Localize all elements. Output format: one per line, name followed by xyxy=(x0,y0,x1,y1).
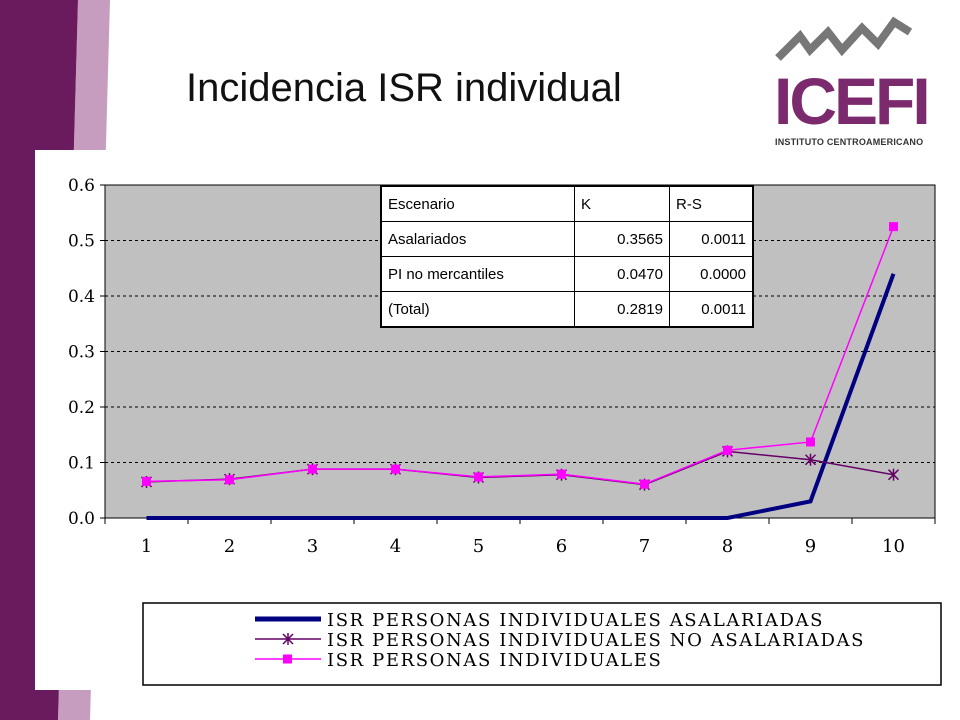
data-point-square xyxy=(723,445,732,455)
x-tick-label: 5 xyxy=(473,536,484,557)
row-name: PI no mercantiles xyxy=(380,256,575,292)
x-tick-label: 4 xyxy=(390,536,401,557)
data-point-asterisk xyxy=(804,453,817,466)
y-tick-label: 0.5 xyxy=(68,232,95,252)
legend-swatch-marker xyxy=(283,654,292,664)
y-tick-label: 0.0 xyxy=(68,509,95,529)
x-tick-label: 7 xyxy=(639,536,650,557)
x-tick-label: 1 xyxy=(141,536,152,557)
series-line-3 xyxy=(146,226,895,485)
row-rs: 0.0011 xyxy=(669,221,754,257)
table-header-row: Escenario K R-S xyxy=(380,185,754,222)
stats-table: Escenario K R-S Asalariados 0.3565 0.001… xyxy=(380,185,754,328)
legend-label: ISR PERSONAS INDIVIDUALES xyxy=(327,650,662,671)
x-tick-label: 6 xyxy=(556,536,567,557)
row-name: (Total) xyxy=(380,291,575,328)
row-name: Asalariados xyxy=(380,221,575,257)
row-rs: 0.0011 xyxy=(669,291,754,328)
data-point-square xyxy=(806,437,815,447)
header-rs: R-S xyxy=(669,185,754,222)
table-row: (Total) 0.2819 0.0011 xyxy=(380,291,754,328)
data-point-square xyxy=(142,476,151,486)
data-point-square xyxy=(889,222,898,232)
row-rs: 0.0000 xyxy=(669,256,754,292)
x-tick-label: 9 xyxy=(805,536,816,557)
data-point-asterisk xyxy=(282,633,294,645)
x-tick-label: 8 xyxy=(722,536,733,557)
data-point-square xyxy=(640,479,649,489)
data-point-square xyxy=(308,464,317,474)
row-k: 0.3565 xyxy=(574,221,670,257)
y-tick-label: 0.3 xyxy=(68,343,95,363)
slide-title: Incidencia ISR individual xyxy=(186,66,622,110)
series-line-1 xyxy=(146,273,896,520)
y-tick-label: 0.6 xyxy=(68,176,95,196)
row-k: 0.2819 xyxy=(574,291,670,328)
legend-label: ISR PERSONAS INDIVIDUALES ASALARIADAS xyxy=(327,610,824,631)
data-point-asterisk xyxy=(887,468,900,481)
y-tick-label: 0.4 xyxy=(68,287,95,307)
icefi-logo-mark xyxy=(775,16,913,61)
data-point-square xyxy=(391,464,400,474)
data-point-square xyxy=(474,472,483,482)
data-point-square xyxy=(225,475,234,485)
data-point-square xyxy=(557,469,566,479)
y-tick-label: 0.2 xyxy=(68,398,95,418)
table-row: Asalariados 0.3565 0.0011 xyxy=(380,221,754,257)
header-k: K xyxy=(574,185,670,222)
logo-subtitle: INSTITUTO CENTROAMERICANO xyxy=(775,137,924,147)
table-row: PI no mercantiles 0.0470 0.0000 xyxy=(380,256,754,292)
logo-wordmark: ICEFI xyxy=(774,64,931,138)
y-tick-label: 0.1 xyxy=(68,454,95,474)
x-tick-label: 2 xyxy=(224,536,235,557)
x-tick-label: 10 xyxy=(882,536,905,557)
logo-zigzag-icon xyxy=(775,16,913,61)
chart-container: 0.0 0.1 0.2 0.3 0.4 0.5 0.6 1 2 3 4 5 6 7 8 9 10 ISR PER… xyxy=(35,150,945,690)
x-tick-label: 3 xyxy=(307,536,318,557)
row-k: 0.0470 xyxy=(574,256,670,292)
header-escenario: Escenario xyxy=(380,185,575,222)
legend-label: ISR PERSONAS INDIVIDUALES NO ASALARIADAS xyxy=(327,630,865,651)
